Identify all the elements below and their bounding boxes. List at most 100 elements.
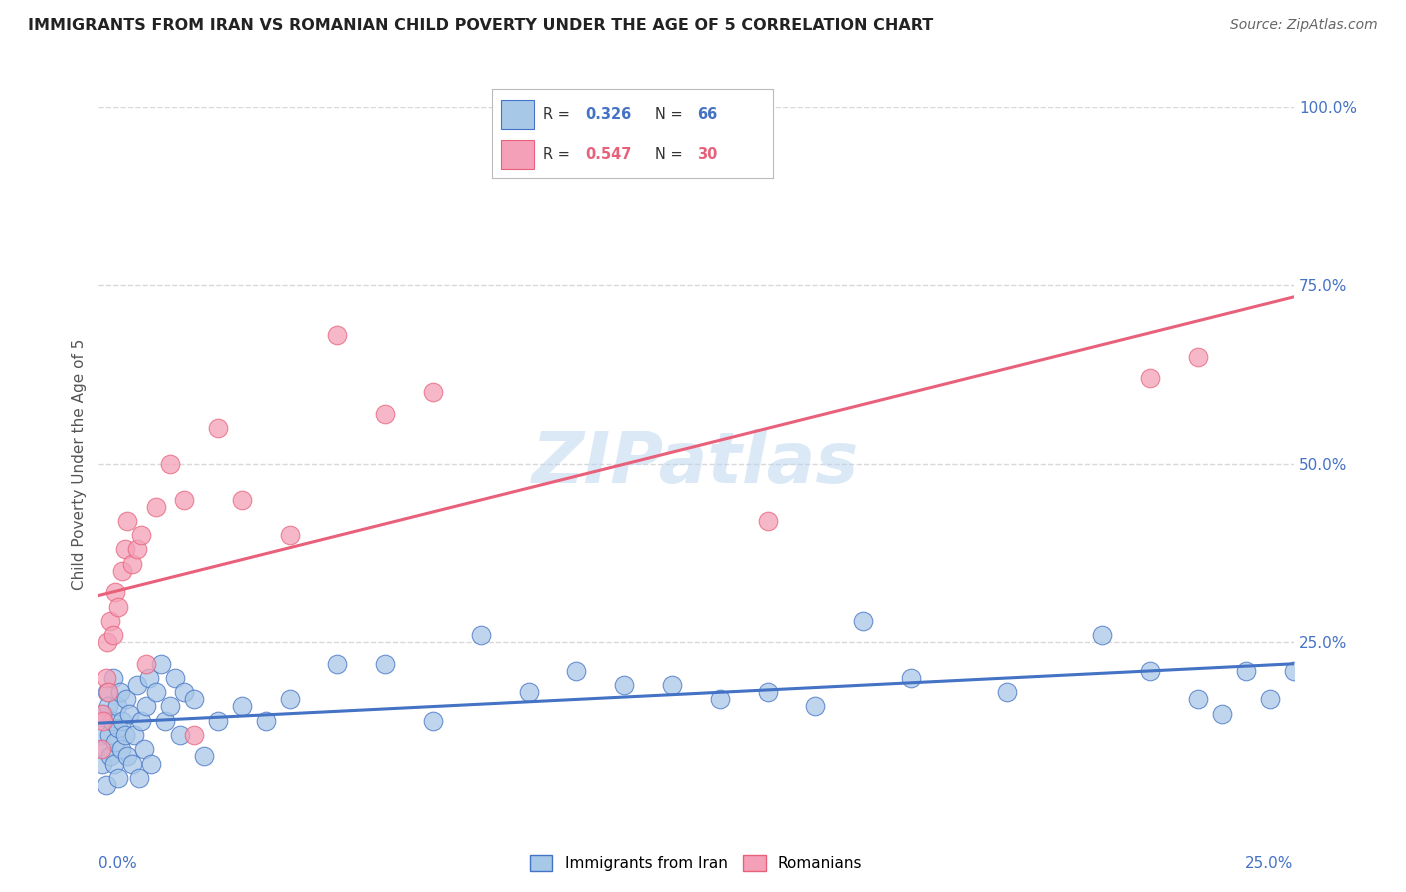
- Immigrants from Iran: [91, 706, 114, 721]
- Immigrants from Iran: [90, 728, 112, 742]
- Romanians: [326, 328, 349, 343]
- Immigrants from Iran: [470, 628, 492, 642]
- Romanians: [374, 407, 396, 421]
- Bar: [501, 100, 534, 129]
- Romanians: [114, 542, 136, 557]
- Immigrants from Iran: [169, 728, 191, 742]
- Romanians: [756, 514, 779, 528]
- Romanians: [135, 657, 157, 671]
- Immigrants from Iran: [114, 728, 136, 742]
- Romanians: [145, 500, 167, 514]
- Immigrants from Iran: [118, 706, 141, 721]
- Romanians: [96, 635, 118, 649]
- Romanians: [1187, 350, 1209, 364]
- Romanians: [1139, 371, 1161, 385]
- Text: N =: N =: [655, 107, 688, 122]
- Immigrants from Iran: [115, 692, 138, 706]
- Text: 0.547: 0.547: [585, 147, 631, 161]
- Immigrants from Iran: [374, 657, 396, 671]
- Immigrants from Iran: [97, 728, 120, 742]
- Immigrants from Iran: [101, 714, 124, 728]
- Immigrants from Iran: [104, 735, 127, 749]
- Immigrants from Iran: [128, 771, 150, 785]
- Immigrants from Iran: [125, 678, 148, 692]
- Romanians: [115, 514, 138, 528]
- Bar: [501, 140, 534, 169]
- Immigrants from Iran: [91, 756, 114, 771]
- Immigrants from Iran: [1211, 706, 1233, 721]
- Immigrants from Iran: [111, 714, 134, 728]
- Romanians: [90, 742, 112, 756]
- Romanians: [111, 564, 134, 578]
- Immigrants from Iran: [115, 749, 138, 764]
- Immigrants from Iran: [139, 756, 162, 771]
- Immigrants from Iran: [207, 714, 229, 728]
- Immigrants from Iran: [517, 685, 540, 699]
- Immigrants from Iran: [278, 692, 301, 706]
- Romanians: [91, 714, 114, 728]
- Text: 0.326: 0.326: [585, 107, 631, 122]
- Text: 25.0%: 25.0%: [1246, 856, 1294, 871]
- Immigrants from Iran: [852, 614, 875, 628]
- Romanians: [94, 671, 117, 685]
- Immigrants from Iran: [565, 664, 588, 678]
- Immigrants from Iran: [121, 756, 143, 771]
- Immigrants from Iran: [96, 685, 118, 699]
- Immigrants from Iran: [124, 728, 146, 742]
- Immigrants from Iran: [900, 671, 922, 685]
- Immigrants from Iran: [107, 771, 129, 785]
- Immigrants from Iran: [163, 671, 186, 685]
- Immigrants from Iran: [159, 699, 181, 714]
- Immigrants from Iran: [1234, 664, 1257, 678]
- Immigrants from Iran: [1258, 692, 1281, 706]
- Immigrants from Iran: [756, 685, 779, 699]
- Romanians: [97, 685, 120, 699]
- Immigrants from Iran: [105, 699, 128, 714]
- Immigrants from Iran: [107, 721, 129, 735]
- Romanians: [422, 385, 444, 400]
- Immigrants from Iran: [254, 714, 277, 728]
- Immigrants from Iran: [183, 692, 205, 706]
- Text: Source: ZipAtlas.com: Source: ZipAtlas.com: [1230, 18, 1378, 32]
- Immigrants from Iran: [804, 699, 827, 714]
- Immigrants from Iran: [326, 657, 349, 671]
- Immigrants from Iran: [131, 714, 153, 728]
- Romanians: [173, 492, 195, 507]
- Romanians: [125, 542, 148, 557]
- Romanians: [98, 614, 122, 628]
- Immigrants from Iran: [93, 742, 115, 756]
- Immigrants from Iran: [155, 714, 177, 728]
- Immigrants from Iran: [1091, 628, 1114, 642]
- Immigrants from Iran: [709, 692, 731, 706]
- Romanians: [231, 492, 253, 507]
- Immigrants from Iran: [193, 749, 215, 764]
- Legend: Immigrants from Iran, Romanians: Immigrants from Iran, Romanians: [523, 849, 869, 877]
- Immigrants from Iran: [145, 685, 167, 699]
- Immigrants from Iran: [138, 671, 160, 685]
- Immigrants from Iran: [995, 685, 1018, 699]
- Immigrants from Iran: [231, 699, 253, 714]
- Text: R =: R =: [543, 147, 574, 161]
- Immigrants from Iran: [1139, 664, 1161, 678]
- Romanians: [159, 457, 181, 471]
- Romanians: [121, 557, 143, 571]
- Immigrants from Iran: [661, 678, 683, 692]
- Romanians: [207, 421, 229, 435]
- Immigrants from Iran: [101, 671, 124, 685]
- Romanians: [91, 706, 114, 721]
- Romanians: [101, 628, 124, 642]
- Text: IMMIGRANTS FROM IRAN VS ROMANIAN CHILD POVERTY UNDER THE AGE OF 5 CORRELATION CH: IMMIGRANTS FROM IRAN VS ROMANIAN CHILD P…: [28, 18, 934, 33]
- Text: N =: N =: [655, 147, 688, 161]
- Y-axis label: Child Poverty Under the Age of 5: Child Poverty Under the Age of 5: [72, 338, 87, 590]
- Romanians: [107, 599, 129, 614]
- Immigrants from Iran: [149, 657, 172, 671]
- Immigrants from Iran: [1187, 692, 1209, 706]
- Immigrants from Iran: [422, 714, 444, 728]
- Romanians: [131, 528, 153, 542]
- Immigrants from Iran: [1282, 664, 1305, 678]
- Immigrants from Iran: [613, 678, 636, 692]
- Immigrants from Iran: [173, 685, 195, 699]
- Immigrants from Iran: [98, 749, 122, 764]
- Text: 0.0%: 0.0%: [98, 856, 138, 871]
- Romanians: [104, 585, 127, 599]
